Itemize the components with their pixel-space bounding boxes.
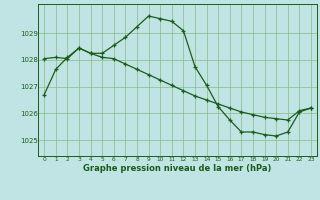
X-axis label: Graphe pression niveau de la mer (hPa): Graphe pression niveau de la mer (hPa) <box>84 164 272 173</box>
